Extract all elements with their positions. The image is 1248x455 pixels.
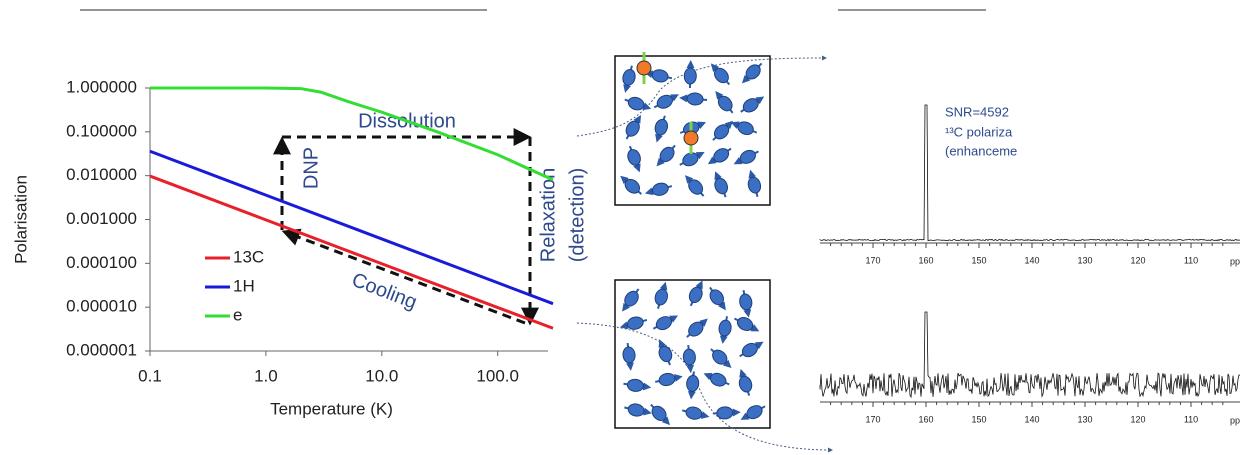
electron	[683, 130, 699, 146]
spin	[713, 124, 730, 140]
annotation: DNP	[300, 147, 322, 189]
spectrum-tick-label: 170	[865, 255, 880, 265]
spectrum-label: ¹³C polariza	[945, 124, 1013, 139]
x-tick-label: 0.1	[138, 366, 162, 385]
spin	[622, 346, 636, 364]
spin	[739, 149, 756, 164]
spectrum-trace	[819, 104, 1241, 242]
y-tick-label: 0.100000	[66, 121, 137, 140]
connector	[576, 55, 827, 137]
x-tick-label: 1.0	[254, 366, 278, 385]
spin	[658, 372, 676, 387]
y-tick-label: 0.000100	[66, 253, 137, 272]
spin	[716, 406, 734, 420]
spin	[656, 94, 673, 109]
spectrum-tick-label: 140	[1024, 414, 1039, 424]
spectrum-tick-label: 170	[865, 414, 880, 424]
spin	[713, 67, 729, 84]
spin	[654, 118, 669, 136]
spectrum-tick-label: 150	[971, 255, 986, 265]
spin	[627, 149, 641, 166]
spin	[688, 286, 703, 304]
spin	[651, 182, 669, 196]
y-tick-label: 0.010000	[66, 165, 137, 184]
spin	[654, 288, 668, 306]
series-line	[149, 174, 554, 330]
spin	[738, 375, 753, 393]
spectrum-unit: pp	[1230, 415, 1240, 425]
spin	[624, 178, 641, 194]
spin	[686, 92, 704, 106]
annotation: (detection)	[566, 168, 588, 263]
electron	[636, 60, 652, 76]
spin	[709, 289, 724, 306]
legend-label: e	[233, 305, 242, 324]
spectrum-label: SNR=4592	[945, 104, 1009, 119]
spin	[745, 64, 761, 80]
spin	[658, 345, 673, 363]
spectrum-tick-label: 160	[918, 414, 933, 424]
spectrum-tick-label: 150	[971, 414, 986, 424]
spin	[688, 179, 704, 195]
spin	[741, 342, 758, 358]
x-axis-title: Temperature (K)	[270, 399, 393, 418]
spin-box	[614, 279, 771, 429]
spin	[747, 176, 762, 194]
y-tick-label: 0.000010	[66, 297, 137, 316]
legend-label: 13C	[233, 247, 264, 266]
spin	[627, 96, 645, 111]
spin	[746, 405, 763, 420]
spectrum-tick-label: 160	[918, 255, 933, 265]
spin	[682, 348, 696, 366]
spin	[736, 317, 754, 331]
annotation: Relaxation	[537, 168, 559, 263]
spin	[627, 403, 645, 417]
spectrum-tick-label: 140	[1024, 255, 1039, 265]
spin	[718, 319, 732, 337]
spin	[651, 405, 667, 421]
y-axis-title: Polarisation	[11, 175, 30, 264]
spin	[626, 378, 644, 392]
spin	[624, 290, 639, 307]
spectrum-tick-label: 120	[1130, 255, 1145, 265]
spin	[622, 68, 636, 86]
spin	[655, 316, 673, 331]
spin	[739, 293, 753, 311]
series-line	[149, 149, 554, 306]
spin	[625, 120, 640, 137]
spin	[686, 374, 700, 392]
spin	[659, 146, 675, 163]
spectrum-tick-label: 130	[1077, 255, 1092, 265]
spectrum-tick-label: 130	[1077, 414, 1092, 424]
spectrum-label: (enhanceme	[945, 143, 1017, 158]
spin	[685, 406, 703, 420]
spin	[651, 69, 669, 83]
series-line	[150, 86, 554, 182]
spin	[682, 152, 699, 167]
spin	[737, 121, 754, 135]
spin-box	[614, 55, 771, 206]
spin	[712, 349, 728, 365]
spin	[683, 67, 697, 85]
connector	[576, 322, 833, 453]
spin	[713, 148, 730, 163]
spin	[714, 177, 728, 195]
spin	[626, 316, 644, 330]
spectrum-tick-label: 120	[1130, 414, 1145, 424]
spectrum-unit: pp	[1230, 256, 1240, 266]
spectrum-tick-label: 110	[1184, 414, 1198, 424]
y-tick-label: 0.001000	[66, 209, 137, 228]
x-tick-label: 10.0	[365, 366, 398, 385]
y-tick-label: 0.000001	[66, 340, 137, 359]
spin	[717, 95, 733, 112]
spin	[688, 321, 704, 337]
x-tick-label: 100.0	[476, 366, 519, 385]
spin	[710, 372, 727, 387]
legend-label: 1H	[233, 276, 255, 295]
spectrum-tick-label: 110	[1184, 255, 1198, 265]
spectrum-trace	[819, 311, 1241, 399]
spin	[742, 98, 759, 113]
y-tick-label: 1.000000	[66, 77, 137, 96]
